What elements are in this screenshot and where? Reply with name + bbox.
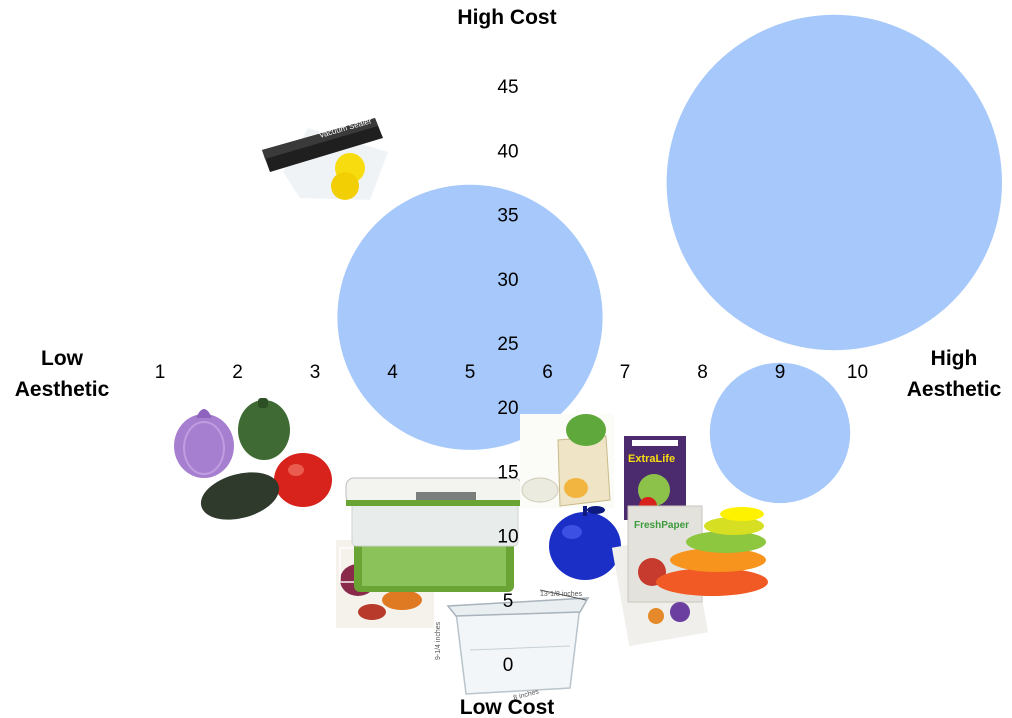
x-axis-title-left-line1: Low: [41, 347, 84, 370]
svg-text:13-1/8 inches: 13-1/8 inches: [540, 591, 583, 598]
vacuum-sealer-image: Vacuum Sealer: [262, 116, 388, 200]
y-tick-label: 0: [503, 655, 514, 676]
bubble-2: [666, 14, 1002, 351]
bubble-3: [709, 362, 851, 504]
y-tick-label: 5: [503, 591, 514, 612]
y-axis-title-top: High Cost: [457, 6, 556, 29]
y-tick-label: 20: [497, 398, 518, 419]
x-tick-label: 3: [310, 362, 321, 383]
svg-text:9-1/4 inches: 9-1/4 inches: [435, 621, 442, 660]
mesh-produce-bags-image: [520, 414, 614, 508]
veggie-savers-image: [174, 398, 332, 520]
x-tick-label: 7: [620, 362, 631, 383]
x-tick-label: 1: [155, 362, 166, 383]
y-tick-label: 40: [497, 141, 518, 162]
silicone-food-huggers-image: [656, 507, 768, 596]
x-tick-label: 4: [387, 362, 398, 383]
y-tick-label: 15: [497, 462, 518, 483]
produce-keeper-image: [345, 477, 523, 592]
y-axis-title-bottom: Low Cost: [460, 696, 555, 718]
x-tick-label: 10: [847, 362, 868, 383]
x-tick-label: 9: [775, 362, 786, 383]
x-tick-label: 2: [232, 362, 243, 383]
y-tick-label: 10: [497, 527, 518, 548]
y-tick-label: 35: [497, 206, 518, 227]
bubble-layer: [337, 14, 1002, 504]
y-tick-label: 30: [497, 270, 518, 291]
x-axis-title-right-line1: High: [931, 347, 978, 370]
x-tick-label: 5: [465, 362, 476, 383]
x-tick-label: 8: [697, 362, 708, 383]
bubble-1: [337, 184, 603, 450]
blue-apple-image: [549, 506, 621, 580]
y-tick-label: 45: [497, 77, 518, 98]
crisper-bin-image: 13-1/8 inches 9-1/4 inches 8 inches: [435, 589, 598, 704]
product-images: Vacuum Sealer: [174, 116, 768, 704]
x-tick-label: 6: [542, 362, 553, 383]
x-axis-title-right-line2: Aesthetic: [907, 378, 1002, 401]
y-tick-label: 25: [497, 334, 518, 355]
svg-text:ExtraLife: ExtraLife: [628, 453, 675, 465]
svg-text:FreshPaper: FreshPaper: [634, 520, 689, 531]
x-axis-title-left-line2: Aesthetic: [15, 378, 110, 401]
